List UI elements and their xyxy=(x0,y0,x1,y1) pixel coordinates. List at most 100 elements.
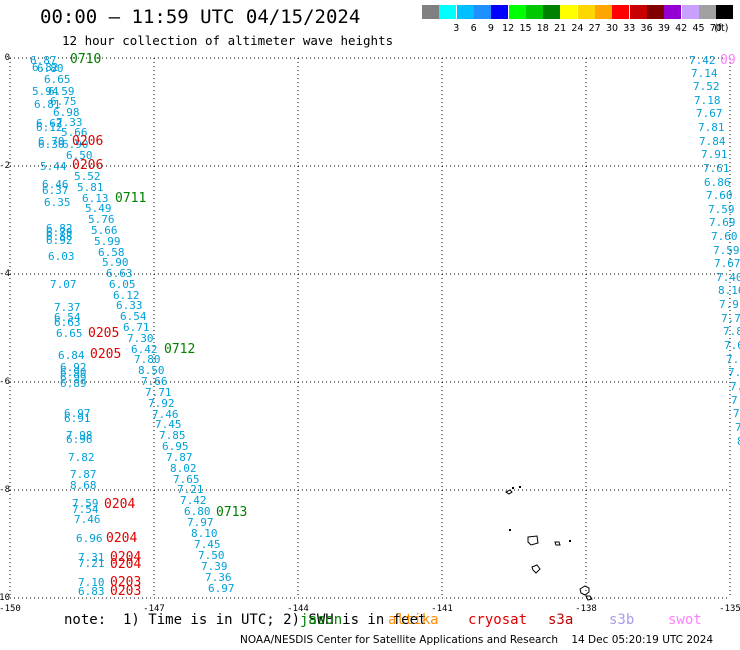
swh-value: 6.83 xyxy=(78,585,105,598)
legend-swatch xyxy=(525,5,543,19)
swh-value: 7.67 xyxy=(714,257,740,270)
swh-value: 7.52 xyxy=(693,80,720,93)
swh-value: 7.14 xyxy=(691,67,718,80)
swh-value: 8.16 xyxy=(718,284,740,297)
swh-value: 5.52 xyxy=(74,170,101,183)
swh-value: 6.58 xyxy=(98,246,125,259)
track-time-label: 09 xyxy=(720,53,736,68)
island xyxy=(569,540,571,542)
swh-value: 6.12 xyxy=(36,121,63,134)
swh-value: 6.65 xyxy=(44,73,71,86)
island xyxy=(509,529,511,531)
swh-value: 6.97 xyxy=(208,582,235,595)
swh-value: 7.91 xyxy=(701,148,728,161)
swh-value: 7.82 xyxy=(68,451,95,464)
track-a-swh-values: 6.876.826.806.655.946.596.816.756.986.62… xyxy=(30,54,235,598)
swh-value: 7.84 xyxy=(699,135,726,148)
swh-value: 6.65 xyxy=(56,327,83,340)
swh-value: 7.59 xyxy=(72,497,99,510)
swh-value: 6.95 xyxy=(162,440,189,453)
swh-value: 8.68 xyxy=(70,479,97,492)
swh-value: 7.65 xyxy=(173,473,200,486)
satellite-cryosat-label: cryosat xyxy=(468,612,528,628)
longitude-label: -141 xyxy=(431,604,453,614)
track-time-label: 0205 xyxy=(90,347,121,362)
swh-value: 7.7 xyxy=(726,353,740,366)
swh-value: 5.94 xyxy=(32,85,59,98)
legend-tick-label: 39 xyxy=(657,23,670,34)
swh-value: 7.33 xyxy=(56,116,83,129)
swh-value: 7.92 xyxy=(148,397,175,410)
swh-value: 7.59 xyxy=(713,244,740,257)
swh-value: 7.60 xyxy=(711,230,738,243)
axis-labels: 0 -2 -4 -6 -8 -10-150 -147 -144 -141 -138 -135 xyxy=(0,53,740,614)
swh-value: 7.97 xyxy=(187,516,214,529)
legend-swatch xyxy=(664,5,682,19)
swh-value: 6.98 xyxy=(53,106,80,119)
swh-value: 6.91 xyxy=(64,412,91,425)
track-time-label: 0204 xyxy=(106,531,137,546)
swh-value: 6.90 xyxy=(60,366,87,379)
swh-value: 6.96 xyxy=(76,532,103,545)
track-time-label: 0710 xyxy=(70,52,101,67)
swh-value: 7.66 xyxy=(141,375,168,388)
swh-value: 6.89 xyxy=(60,377,87,390)
swh-value: 6.92 xyxy=(46,234,73,247)
swh-value: 6.63 xyxy=(106,267,133,280)
latitude-label: -8 xyxy=(0,485,10,495)
legend-tick-label: 18 xyxy=(536,23,549,34)
swh-value: 6.33 xyxy=(116,299,143,312)
longitude-label: -138 xyxy=(575,604,597,614)
swh-value: 6.54 xyxy=(120,310,147,323)
legend-tick-label: 15 xyxy=(519,23,532,34)
swh-value: 7.6 xyxy=(733,407,740,420)
swh-value: 6.13 xyxy=(82,192,109,205)
swh-value: 6.37 xyxy=(42,184,69,197)
map-gridlines xyxy=(9,57,731,599)
swh-value: 7.81 xyxy=(698,121,725,134)
legend-tick-label: 30 xyxy=(605,23,619,34)
swh-value: 6.81 xyxy=(34,98,61,111)
swh-value: 7.67 xyxy=(696,107,723,120)
track-time-label: 0205 xyxy=(88,326,119,341)
swh-value: 6.86 xyxy=(704,176,731,189)
map-title: 00:00 — 11:59 UTC 04/15/2024 xyxy=(40,6,361,28)
swh-value: 7.45 xyxy=(155,418,182,431)
swh-value: 6.90 xyxy=(62,138,89,151)
track-time-label: 0203 xyxy=(110,584,141,599)
swh-value: 6.80 xyxy=(37,62,64,75)
legend-tick-label: 27 xyxy=(588,23,601,34)
swh-value: 7.46 xyxy=(74,513,101,526)
latitude-label: -6 xyxy=(0,377,10,387)
swh-value: 5.99 xyxy=(94,235,121,248)
legend-swatch xyxy=(716,5,734,19)
legend-swatch xyxy=(595,5,612,19)
latitude-label: -2 xyxy=(0,161,10,171)
swh-value: 7.72 xyxy=(721,312,740,325)
swh-value: 6.59 xyxy=(48,85,75,98)
swh-value: 7.80 xyxy=(134,353,161,366)
swh-value: 7.30 xyxy=(127,332,154,345)
swh-value: 6.03 xyxy=(48,250,75,263)
track-time-label: 0203 xyxy=(110,575,141,590)
track-time-label: 0204 xyxy=(110,557,141,572)
swh-value: 6.79 xyxy=(46,226,73,239)
track-time-label: 0204 xyxy=(104,497,135,512)
swh-value: 7.87 xyxy=(166,451,193,464)
legend-swatch xyxy=(439,5,457,19)
swh-value: 6.46 xyxy=(42,178,69,191)
swh-value: 6.35 xyxy=(44,196,71,209)
island xyxy=(527,535,539,546)
swh-value: 6.62 xyxy=(36,117,63,130)
swh-value: 7.71 xyxy=(145,386,172,399)
swh-value: 6.88 xyxy=(46,230,73,243)
legend-tick-label: 21 xyxy=(554,23,567,34)
legend-swatch xyxy=(456,5,474,19)
legend-swatch xyxy=(473,5,491,19)
swh-value: 6.75 xyxy=(50,95,77,108)
island xyxy=(585,595,593,601)
island-outlines xyxy=(505,486,593,601)
legend-tick-label: 70 xyxy=(709,23,722,34)
swh-value: 5.44 xyxy=(40,160,67,173)
